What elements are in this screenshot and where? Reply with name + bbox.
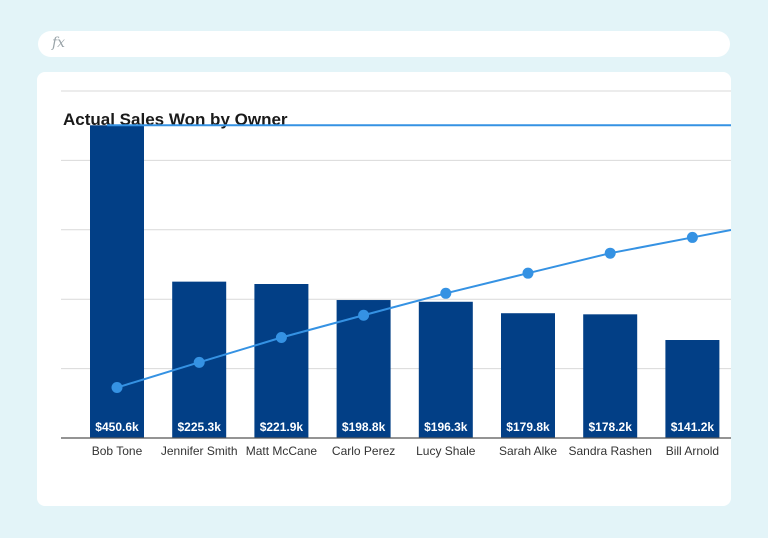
cumulative-point	[604, 247, 616, 259]
bar	[665, 340, 720, 438]
x-tick-label: Jennifer Smith	[161, 444, 238, 458]
cumulative-point	[686, 231, 698, 243]
x-tick-label: Bob Tone	[92, 444, 143, 458]
chart-card: Actual Sales Won by Owner $450.6k Bob Ton…	[37, 72, 731, 506]
bar-value-label: $178.2k	[589, 420, 633, 434]
cumulative-point	[358, 309, 370, 321]
x-tick-label: Matt McCane	[246, 444, 318, 458]
bar-value-label: $196.3k	[424, 420, 468, 434]
x-tick-label: Sandra Rashen	[569, 444, 652, 458]
bar-value-label: $225.3k	[178, 420, 222, 434]
x-tick-label: Carlo Perez	[332, 444, 395, 458]
bar	[583, 314, 638, 438]
bar	[254, 284, 309, 438]
fx-icon: fx	[52, 35, 66, 51]
chart-title: Actual Sales Won by Owner	[63, 110, 288, 129]
cumulative-point	[440, 287, 452, 299]
bar-value-label: $221.9k	[260, 420, 304, 434]
cumulative-point	[275, 332, 287, 344]
formula-bar[interactable]: fx	[38, 31, 730, 57]
cumulative-point	[111, 382, 123, 394]
bar	[501, 313, 555, 438]
bar-value-label: $141.2k	[671, 420, 715, 434]
x-tick-label: Lucy Shale	[416, 444, 476, 458]
bar	[418, 301, 473, 438]
chart-plot: $450.6k Bob Tone $225.3k Jennifer Smith $221…	[61, 90, 731, 458]
x-tick-label: Bill Arnold	[666, 444, 719, 458]
cumulative-point	[522, 267, 534, 279]
bar-value-label: $450.6k	[95, 420, 139, 434]
bar-value-label: $198.8k	[342, 420, 386, 434]
cumulative-point	[193, 356, 205, 368]
x-tick-label: Sarah Alke	[499, 444, 557, 458]
bar-value-label: $179.8k	[506, 420, 550, 434]
bar	[336, 300, 391, 438]
